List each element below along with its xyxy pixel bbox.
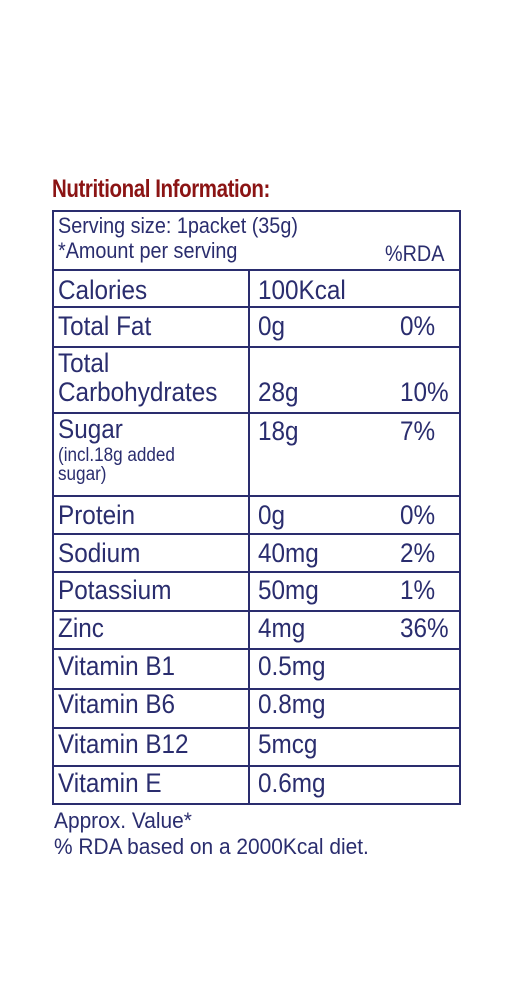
amount-per-serving: *Amount per serving — [58, 238, 238, 263]
footnote-rda-basis: % RDA based on a 2000Kcal diet. — [54, 834, 369, 859]
nutrient-amount: 0g — [258, 311, 286, 341]
nutrient-name: Zinc — [58, 613, 104, 643]
nutrient-rda: 7% — [400, 416, 436, 446]
nutrient-name: Calories — [58, 275, 148, 305]
nutrient-name: Protein — [58, 500, 136, 530]
nutrient-name: Sugar — [58, 414, 123, 444]
nutrient-name: Potassium — [58, 575, 172, 605]
row-divider — [54, 533, 459, 535]
nutrient-name: Vitamin E — [58, 768, 162, 798]
nutrition-table — [52, 210, 461, 805]
nutrient-note: sugar) — [58, 464, 107, 485]
nutrient-amount: 100Kcal — [258, 275, 346, 305]
row-divider — [54, 610, 459, 612]
nutrient-amount: 0.8mg — [258, 689, 326, 719]
serving-size: Serving size: 1packet (35g) — [58, 213, 298, 238]
nutrient-name: Total Fat — [58, 311, 152, 341]
nutrient-name: Sodium — [58, 538, 141, 568]
row-divider — [54, 412, 459, 414]
row-divider — [54, 495, 459, 497]
nutrient-amount: 4mg — [258, 613, 306, 643]
footnote-approx: Approx. Value* — [54, 808, 192, 833]
nutrient-rda: 1% — [400, 575, 436, 605]
row-divider — [54, 688, 459, 690]
nutrient-name: Vitamin B12 — [58, 729, 189, 759]
nutrient-amount: 0.5mg — [258, 651, 326, 681]
nutrient-rda: 2% — [400, 538, 436, 568]
rda-header: %RDA — [385, 241, 445, 266]
row-divider — [54, 306, 459, 308]
row-divider — [54, 727, 459, 729]
row-divider — [54, 346, 459, 348]
nutrient-rda: 36% — [400, 613, 449, 643]
row-divider — [54, 571, 459, 573]
nutrient-amount: 0.6mg — [258, 768, 326, 798]
nutrient-amount: 5mcg — [258, 729, 318, 759]
nutrient-amount: 40mg — [258, 538, 319, 568]
row-divider — [54, 765, 459, 767]
page-title: Nutritional Information: — [52, 175, 270, 203]
nutrient-amount: 50mg — [258, 575, 319, 605]
nutrient-name: Carbohydrates — [58, 377, 218, 407]
nutrient-amount: 28g — [258, 377, 299, 407]
nutrient-note: (incl.18g added — [58, 445, 175, 466]
nutrient-name: Vitamin B1 — [58, 651, 176, 681]
nutrient-amount: 18g — [258, 416, 299, 446]
nutrient-name: Total — [58, 348, 110, 378]
column-divider — [248, 269, 250, 803]
nutrient-rda: 0% — [400, 500, 436, 530]
row-divider — [54, 269, 459, 271]
nutrient-amount: 0g — [258, 500, 286, 530]
nutrient-rda: 10% — [400, 377, 449, 407]
row-divider — [54, 648, 459, 650]
nutrient-rda: 0% — [400, 311, 436, 341]
nutrient-name: Vitamin B6 — [58, 689, 176, 719]
